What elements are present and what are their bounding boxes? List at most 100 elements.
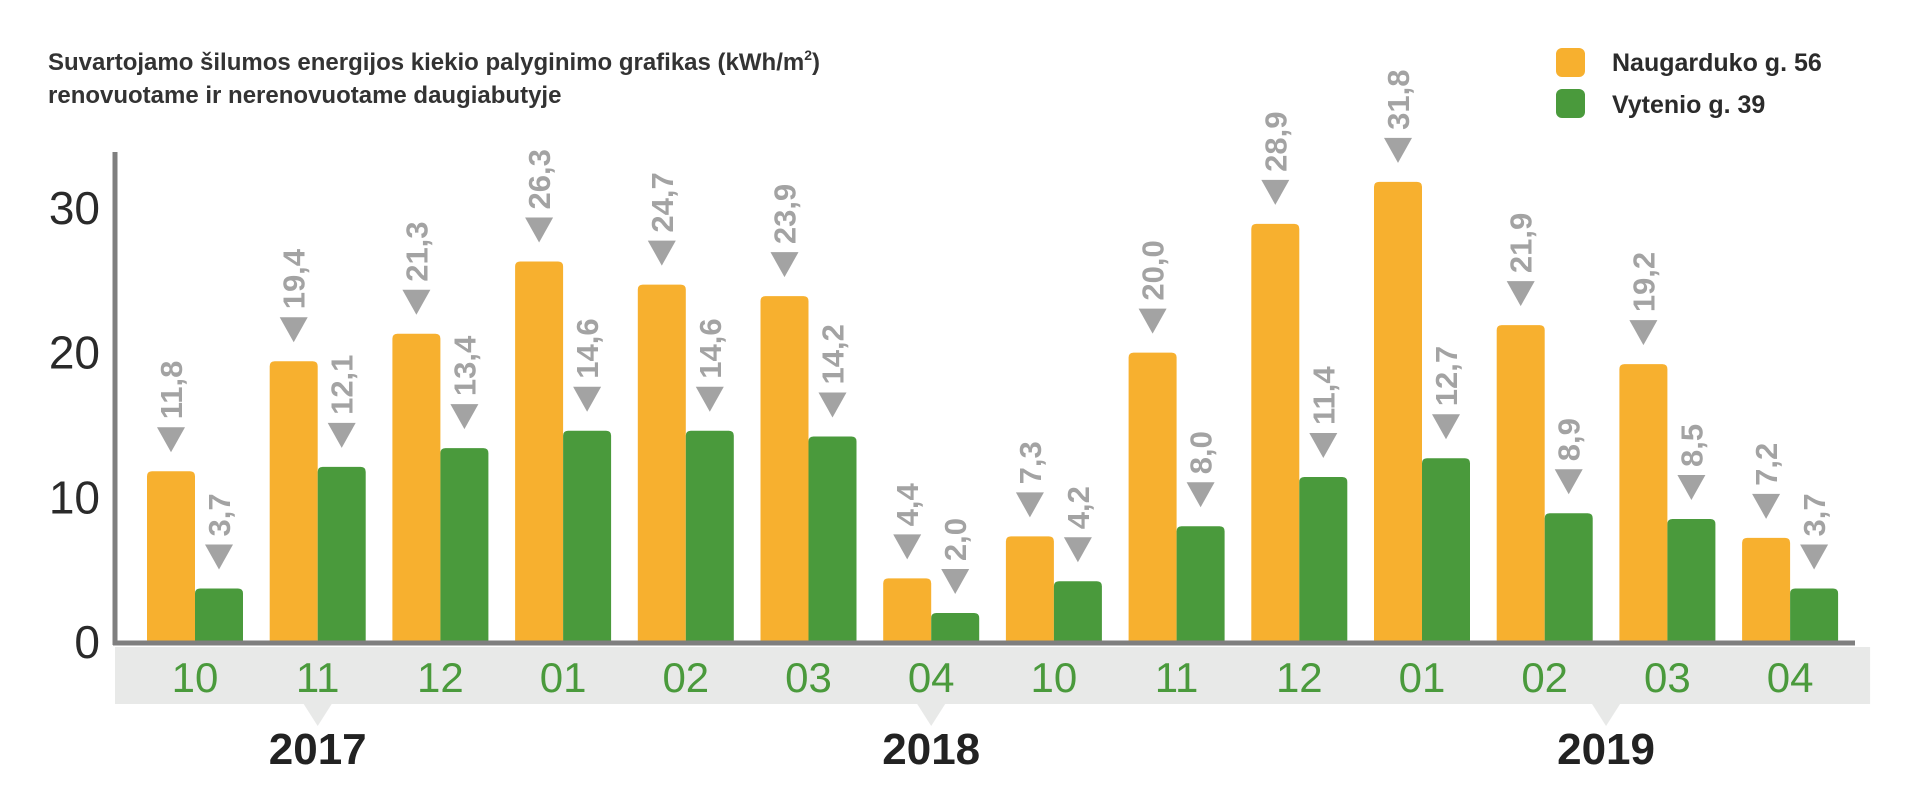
bar-naugarduko-13 <box>1742 537 1791 642</box>
data-label-vytenio-1: 12,1 <box>325 355 360 415</box>
data-label-arrow-1-12 <box>1677 475 1706 501</box>
year-pointer-2017 <box>303 704 332 726</box>
data-label-arrow-0-6 <box>893 534 922 560</box>
data-label-arrow-1-9 <box>1309 433 1338 459</box>
x-tick-label-2: 12 <box>417 654 464 701</box>
bar-vytenio-9 <box>1299 477 1348 642</box>
data-label-arrow-0-3 <box>525 217 554 243</box>
bar-vytenio-12 <box>1667 519 1716 642</box>
bar-naugarduko-6 <box>883 578 932 642</box>
data-label-vytenio-2: 13,4 <box>447 335 482 396</box>
data-label-vytenio-6: 2,0 <box>938 518 973 561</box>
legend-label-vytenio: Vytenio g. 39 <box>1612 91 1765 119</box>
data-label-arrow-1-0 <box>205 544 233 570</box>
bar-naugarduko-11 <box>1496 325 1545 642</box>
data-label-vytenio-8: 8,0 <box>1184 431 1219 474</box>
data-label-arrow-1-11 <box>1554 469 1583 495</box>
data-label-arrow-0-10 <box>1384 137 1412 163</box>
x-tick-label-1: 11 <box>296 654 340 701</box>
x-tick-label-5: 03 <box>785 654 832 701</box>
legend-label-naugarduko: Naugarduko g. 56 <box>1612 49 1822 77</box>
x-tick-label-7: 10 <box>1031 654 1078 701</box>
bar-vytenio-0 <box>195 588 243 642</box>
data-label-arrow-1-3 <box>573 386 602 412</box>
data-label-naugarduko-4: 24,7 <box>645 172 680 232</box>
data-label-vytenio-13: 3,7 <box>1797 493 1832 536</box>
y-tick-label-20: 20 <box>49 327 100 379</box>
bar-vytenio-5 <box>808 436 857 642</box>
bar-naugarduko-5 <box>760 296 809 642</box>
x-tick-label-12: 03 <box>1644 654 1691 701</box>
data-label-naugarduko-6: 4,4 <box>890 482 925 526</box>
data-label-arrow-0-12 <box>1629 320 1658 346</box>
bar-naugarduko-2 <box>392 333 441 642</box>
plot-area: 2017 2018 2019 11,8 3,7 10 19,4 12,1 11 21,3 13,4 1… <box>49 70 1871 774</box>
data-label-vytenio-7: 4,2 <box>1061 486 1096 529</box>
x-tick-label-11: 02 <box>1521 654 1568 701</box>
category-band-2018 <box>483 647 1380 704</box>
data-label-arrow-1-4 <box>695 386 724 412</box>
data-label-arrow-1-2 <box>450 404 479 430</box>
year-pointer-2018 <box>917 704 946 726</box>
data-label-vytenio-0: 3,7 <box>202 493 237 536</box>
data-label-arrow-1-1 <box>327 422 356 448</box>
data-label-vytenio-11: 8,9 <box>1552 418 1587 461</box>
bar-vytenio-1 <box>317 466 366 642</box>
data-label-arrow-0-9 <box>1261 179 1290 205</box>
bar-naugarduko-12 <box>1619 364 1668 642</box>
data-label-arrow-0-7 <box>1015 492 1044 518</box>
chart-subtitle: renovuotame ir nerenovuotame daugiabutyj… <box>48 82 561 109</box>
bar-vytenio-6 <box>931 613 980 642</box>
data-label-vytenio-10: 12,7 <box>1429 346 1464 406</box>
year-pointer-2019 <box>1592 704 1621 726</box>
data-label-arrow-0-5 <box>770 252 799 278</box>
data-label-arrow-0-4 <box>647 240 676 266</box>
data-label-arrow-0-2 <box>402 289 431 315</box>
bar-vytenio-2 <box>440 448 489 642</box>
bar-naugarduko-7 <box>1005 536 1054 642</box>
data-label-naugarduko-2: 21,3 <box>399 221 434 281</box>
data-label-arrow-0-1 <box>279 317 308 343</box>
chart-title: Suvartojamo šilumos energijos kiekio pal… <box>48 47 820 76</box>
x-tick-label-4: 02 <box>662 654 709 701</box>
data-label-naugarduko-13: 7,2 <box>1749 443 1784 486</box>
data-label-arrow-1-10 <box>1432 414 1460 440</box>
legend-swatch-vytenio <box>1556 89 1585 118</box>
bar-naugarduko-9 <box>1251 223 1300 642</box>
legend-swatch-naugarduko <box>1556 48 1585 77</box>
bar-naugarduko-0 <box>147 471 195 642</box>
y-tick-label-10: 10 <box>49 471 100 523</box>
bar-vytenio-3 <box>563 430 612 642</box>
data-label-naugarduko-11: 21,9 <box>1504 213 1539 273</box>
data-label-arrow-1-13 <box>1800 544 1829 570</box>
bar-vytenio-11 <box>1544 513 1593 642</box>
year-label-2018: 2018 <box>882 725 980 774</box>
data-label-naugarduko-5: 23,9 <box>768 184 803 244</box>
data-label-vytenio-9: 11,4 <box>1306 366 1341 425</box>
bar-naugarduko-10 <box>1374 181 1422 642</box>
data-label-vytenio-12: 8,5 <box>1674 424 1709 467</box>
data-label-naugarduko-7: 7,3 <box>1013 441 1048 484</box>
bar-vytenio-4 <box>685 430 734 642</box>
data-label-naugarduko-8: 20,0 <box>1136 240 1171 300</box>
data-label-arrow-0-11 <box>1506 281 1535 307</box>
data-label-vytenio-5: 14,2 <box>816 324 851 384</box>
x-tick-label-13: 04 <box>1767 654 1814 701</box>
x-tick-label-3: 01 <box>540 654 587 701</box>
data-label-arrow-1-5 <box>818 392 847 418</box>
data-label-arrow-0-0 <box>157 427 185 453</box>
x-tick-label-10: 01 <box>1399 654 1446 701</box>
data-label-naugarduko-12: 19,2 <box>1626 252 1661 312</box>
data-label-naugarduko-9: 28,9 <box>1258 111 1293 171</box>
year-label-2017: 2017 <box>269 725 367 774</box>
x-tick-label-6: 04 <box>908 654 955 701</box>
x-tick-label-9: 12 <box>1276 654 1323 701</box>
data-label-vytenio-3: 14,6 <box>570 318 605 378</box>
data-label-naugarduko-0: 11,8 <box>154 361 189 420</box>
data-label-vytenio-4: 14,6 <box>693 318 728 378</box>
y-tick-label-30: 30 <box>49 182 100 234</box>
x-tick-label-0: 10 <box>172 654 219 701</box>
data-label-naugarduko-1: 19,4 <box>277 248 312 309</box>
data-label-naugarduko-3: 26,3 <box>522 149 557 209</box>
